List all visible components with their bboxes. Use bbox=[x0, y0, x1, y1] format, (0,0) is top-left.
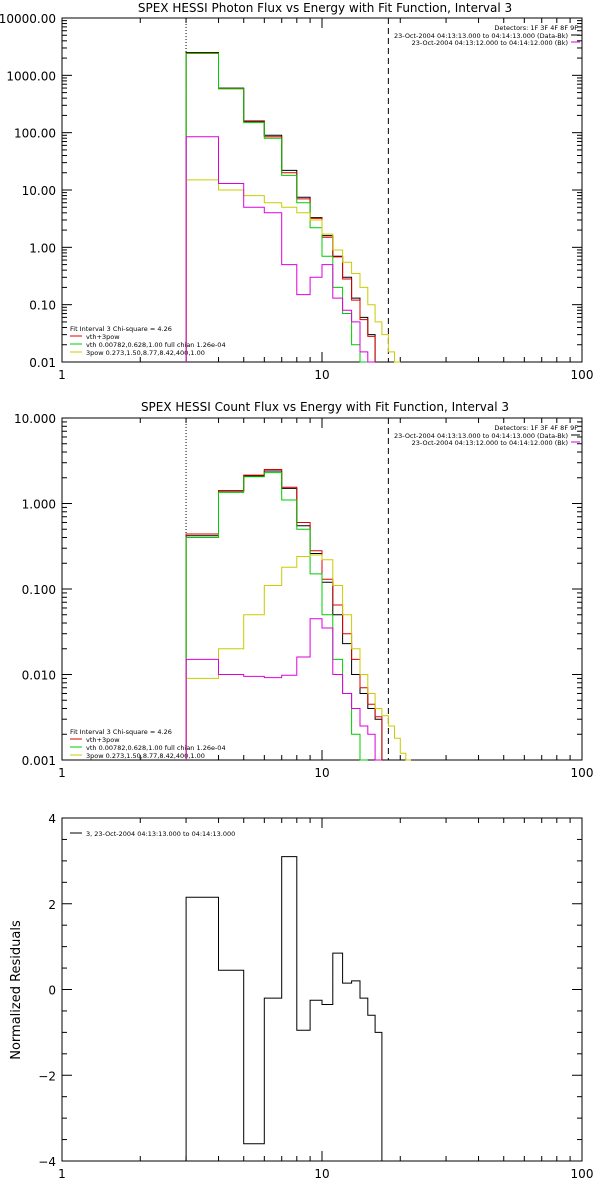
y-tick-label: −4 bbox=[38, 1155, 56, 1169]
x-tick-label: 1 bbox=[58, 766, 66, 780]
residuals-legend-label: 3, 23-Oct-2004 04:13:13.000 to 04:14:13.… bbox=[86, 830, 235, 838]
photon-time-line-1: 23-Oct-2004 04:13:13.000 to 04:14:13.000… bbox=[394, 32, 568, 40]
series-3-histogram bbox=[185, 179, 401, 363]
x-tick-label: 100 bbox=[571, 368, 594, 382]
y-tick-label: 0 bbox=[48, 984, 56, 998]
series-1-histogram bbox=[185, 469, 383, 760]
series-4-histogram bbox=[185, 136, 376, 363]
y-tick-label: 10.000 bbox=[14, 412, 56, 426]
series-3-histogram bbox=[185, 554, 411, 761]
y-tick-label: 1.000 bbox=[22, 498, 56, 512]
series-2-histogram bbox=[185, 53, 368, 363]
series-4-histogram bbox=[185, 618, 382, 761]
count-flux-title: SPEX HESSI Count Flux vs Energy with Fit… bbox=[141, 400, 509, 414]
x-tick-label: 10 bbox=[314, 766, 329, 780]
photon-time-line-2: 23-Oct-2004 04:13:12.000 to 04:14:12.000… bbox=[412, 39, 568, 47]
count-legend-label-2: vth 0.00782,0.628,1.00 full chian 1.26e-… bbox=[86, 744, 226, 752]
photon-legend-label-2: vth 0.00782,0.628,1.00 full chian 1.26e-… bbox=[86, 341, 226, 349]
photon-detectors-text: Detectors: 1F 3F 4F 8F 9F bbox=[494, 24, 578, 32]
photon-flux-title: SPEX HESSI Photon Flux vs Energy with Fi… bbox=[138, 1, 512, 15]
y-tick-label: 0.10 bbox=[29, 299, 56, 313]
count-flux-panel: SPEX HESSI Count Flux vs Energy with Fit… bbox=[14, 400, 593, 780]
count-detectors-text: Detectors: 1F 3F 4F 8F 9F bbox=[494, 424, 578, 432]
x-tick-label: 10 bbox=[314, 368, 329, 382]
y-tick-label: 1.00 bbox=[29, 241, 56, 255]
plot-frame bbox=[61, 17, 583, 363]
y-tick-label: 10.00 bbox=[22, 184, 56, 198]
y-tick-label: 2 bbox=[48, 898, 56, 912]
x-tick-label: 10 bbox=[314, 1167, 329, 1181]
y-tick-label: 10000.00 bbox=[0, 12, 56, 26]
photon-legend-label-1: vth+3pow bbox=[86, 333, 120, 341]
x-tick-label: 1 bbox=[58, 368, 66, 382]
plot-frame bbox=[61, 817, 583, 1162]
count-legend-label-3: 3pow 0.273,1.50,8.77,8.42,400,1.00 bbox=[86, 752, 205, 760]
y-tick-label: 0.01 bbox=[29, 356, 56, 370]
series-0-histogram bbox=[185, 470, 383, 760]
series-2-histogram bbox=[185, 472, 368, 761]
series-0-histogram bbox=[185, 52, 376, 362]
series-1-histogram bbox=[185, 52, 376, 362]
y-tick-label: 0.010 bbox=[22, 669, 56, 683]
x-tick-label: 1 bbox=[58, 1167, 66, 1181]
count-time-line-2: 23-Oct-2004 04:13:12.000 to 04:14:12.000… bbox=[412, 439, 568, 447]
y-tick-label: 0.001 bbox=[22, 754, 56, 768]
y-tick-label: 0.100 bbox=[22, 583, 56, 597]
y-tick-label: 4 bbox=[48, 812, 56, 826]
y-tick-label: 100.00 bbox=[14, 127, 56, 141]
series-0-histogram bbox=[185, 856, 389, 1162]
photon-flux-panel: SPEX HESSI Photon Flux vs Energy with Fi… bbox=[0, 1, 593, 382]
residuals-panel: Normalized Residuals 3, 23-Oct-2004 04:1… bbox=[9, 812, 593, 1181]
y-tick-label: 1000.00 bbox=[6, 69, 56, 83]
count-time-line-1: 23-Oct-2004 04:13:13.000 to 04:14:13.000… bbox=[394, 432, 568, 440]
y-tick-label: −2 bbox=[38, 1069, 56, 1083]
photon-legend-label-3: 3pow 0.273,1.50,8.77,8.42,400,1.00 bbox=[86, 349, 205, 357]
x-tick-label: 100 bbox=[571, 1167, 594, 1181]
photon-legend-header: Fit Interval 3 Chi-square = 4.26 bbox=[70, 325, 172, 333]
x-tick-label: 100 bbox=[571, 766, 594, 780]
count-legend-header: Fit Interval 3 Chi-square = 4.26 bbox=[70, 728, 172, 736]
residuals-y-axis-label: Normalized Residuals bbox=[9, 920, 24, 1060]
count-legend-label-1: vth+3pow bbox=[86, 736, 120, 744]
